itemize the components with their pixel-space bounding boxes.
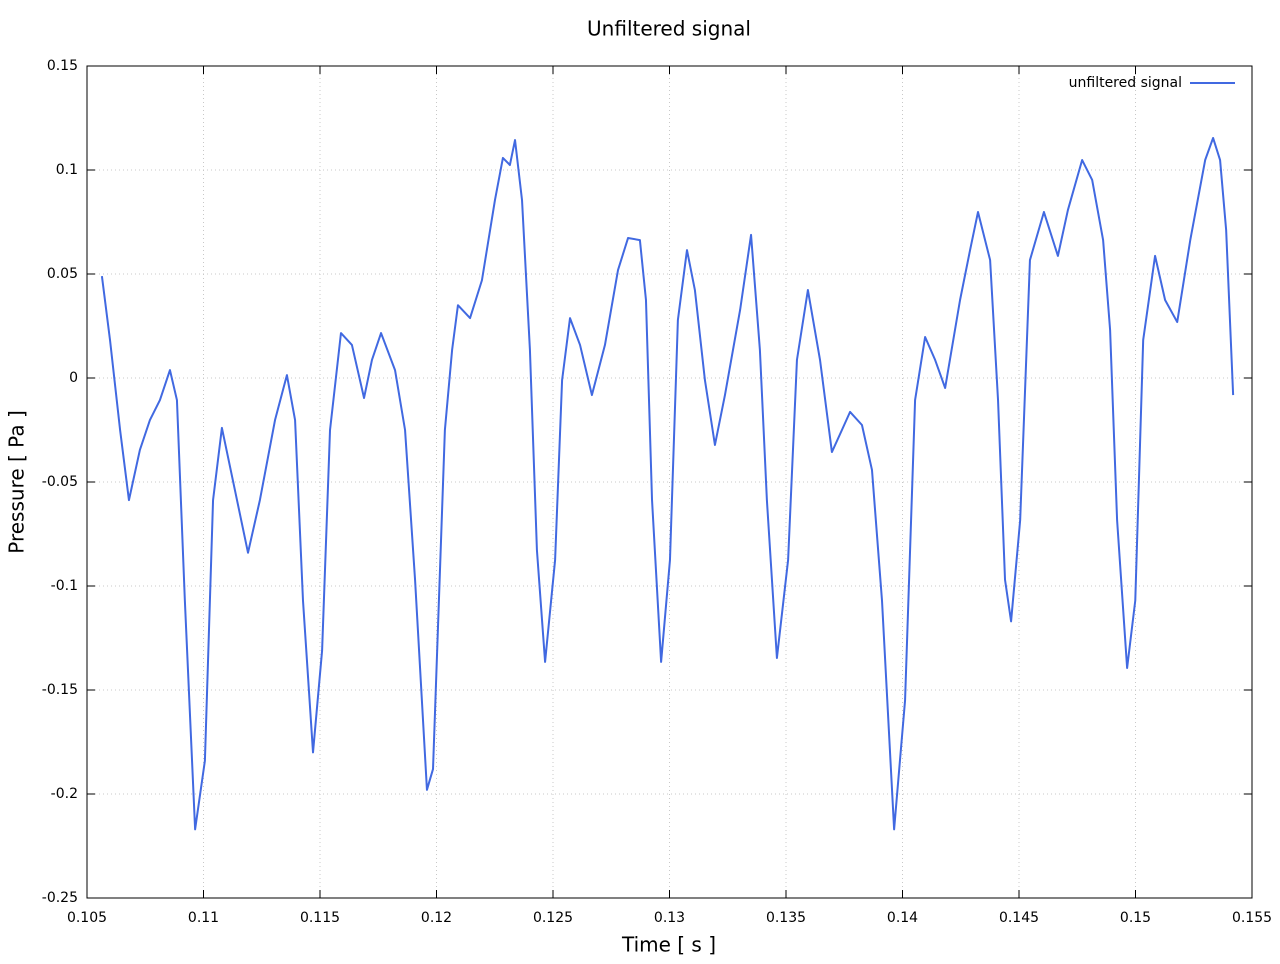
legend-label: unfiltered signal [1069, 75, 1182, 91]
x-tick-label: 0.145 [999, 910, 1039, 926]
y-tick-label: 0 [69, 370, 78, 386]
y-tick-label: 0.1 [56, 162, 78, 178]
y-tick-label: -0.25 [42, 890, 78, 906]
y-axis-label: Pressure [ Pa ] [5, 410, 29, 554]
x-tick-label: 0.155 [1232, 910, 1272, 926]
x-tick-label: 0.135 [766, 910, 806, 926]
x-tick-label: 0.115 [300, 910, 340, 926]
chart-title: Unfiltered signal [587, 17, 751, 41]
x-tick-label: 0.15 [1120, 910, 1151, 926]
y-tick-label: -0.15 [42, 682, 78, 698]
y-tick-label: -0.2 [51, 786, 78, 802]
y-tick-label: -0.1 [51, 578, 78, 594]
series-line [100, 136, 1235, 831]
x-tick-label: 0.14 [887, 910, 918, 926]
x-tick-label: 0.11 [188, 910, 219, 926]
x-tick-label: 0.105 [67, 910, 107, 926]
x-tick-label: 0.13 [654, 910, 685, 926]
x-tick-label: 0.125 [533, 910, 573, 926]
x-axis-label: Time [ s ] [621, 933, 716, 957]
y-tick-label: -0.05 [42, 474, 78, 490]
x-tick-label: 0.12 [421, 910, 452, 926]
y-tick-label: 0.15 [47, 58, 78, 74]
plot-frame [86, 65, 1253, 899]
y-tick-label: 0.05 [47, 266, 78, 282]
